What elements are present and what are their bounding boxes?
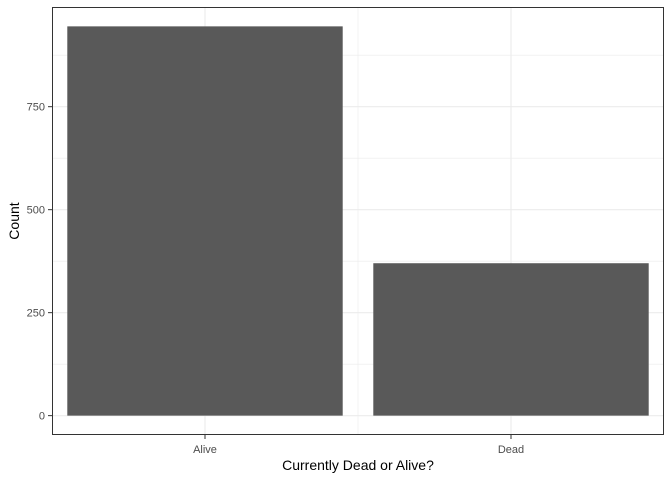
panel-border <box>52 7 664 435</box>
bar-dead <box>373 263 649 416</box>
y-tick-label: 500 <box>27 205 45 217</box>
x-tick-label: Alive <box>193 444 217 456</box>
x-axis-ticks: Alive Dead <box>193 435 524 456</box>
bar-alive <box>67 26 343 416</box>
y-tick-label: 250 <box>27 308 45 320</box>
bars <box>67 26 649 416</box>
x-tick-label: Dead <box>498 444 524 456</box>
y-axis-ticks: 0 250 500 750 <box>27 102 52 423</box>
y-axis-title: Count <box>6 202 22 239</box>
y-tick-label: 0 <box>39 411 45 423</box>
y-tick-label: 750 <box>27 102 45 114</box>
x-axis-title: Currently Dead or Alive? <box>282 457 434 473</box>
